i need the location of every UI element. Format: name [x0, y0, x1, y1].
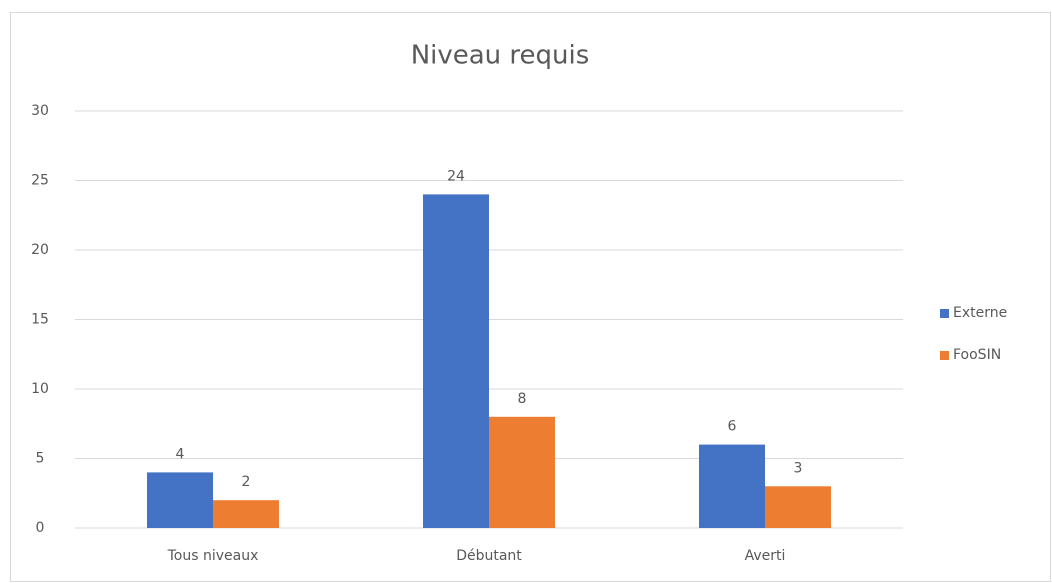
- y-tick-label: 5: [36, 451, 45, 467]
- y-tick-label: 10: [31, 381, 49, 397]
- x-tick-label: Tous niveaux: [167, 548, 259, 564]
- data-label: 2: [242, 474, 251, 490]
- bar: [423, 194, 489, 528]
- y-tick-label: 0: [36, 520, 45, 536]
- data-label: 4: [176, 446, 185, 462]
- data-label: 3: [794, 460, 803, 476]
- legend-label: Externe: [953, 305, 1007, 321]
- y-tick-label: 25: [31, 173, 49, 189]
- data-label: 8: [518, 391, 527, 407]
- y-tick-label: 20: [31, 242, 49, 258]
- x-tick-label: Averti: [745, 548, 786, 564]
- bar: [147, 472, 213, 528]
- data-label: 24: [447, 168, 465, 184]
- x-tick-label: Débutant: [456, 548, 522, 564]
- bar: [489, 416, 555, 528]
- y-tick-label: 30: [31, 103, 49, 119]
- bar: [699, 444, 765, 528]
- legend-swatch: [940, 351, 949, 360]
- y-tick-label: 15: [31, 312, 49, 328]
- bar: [213, 500, 279, 528]
- bar: [765, 486, 831, 528]
- legend-label: FooSIN: [953, 347, 1001, 363]
- chart-title: Niveau requis: [411, 41, 590, 71]
- legend-swatch: [940, 309, 949, 318]
- data-label: 6: [728, 419, 737, 435]
